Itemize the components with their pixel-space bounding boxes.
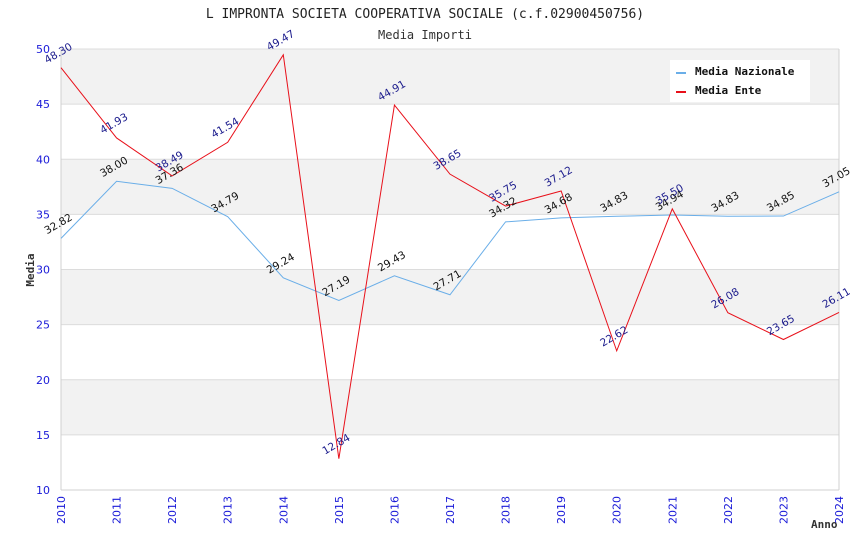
x-axis-label: Anno — [811, 518, 838, 531]
x-tick-label: 2013 — [222, 496, 235, 524]
legend-label-media-nazionale: Media Nazionale — [695, 65, 795, 78]
x-tick-label: 2010 — [55, 496, 68, 524]
x-tick-label: 2015 — [333, 496, 346, 524]
chart-title: L IMPRONTA SOCIETA COOPERATIVA SOCIALE (… — [206, 7, 644, 22]
y-tick-label: 45 — [36, 98, 50, 111]
x-tick-label: 2021 — [666, 496, 679, 524]
x-tick-label: 2014 — [277, 496, 290, 524]
y-ticks: 10 15 20 25 30 35 40 45 50 — [36, 43, 50, 497]
y-tick-label: 40 — [36, 153, 50, 166]
x-tick-label: 2012 — [166, 496, 179, 524]
y-tick-label: 35 — [36, 208, 50, 221]
grid-band — [61, 324, 839, 380]
grid-band — [61, 379, 839, 435]
x-tick-label: 2018 — [500, 496, 513, 524]
grid-band — [61, 104, 839, 160]
x-tick-label: 2019 — [555, 496, 568, 524]
legend-box — [670, 60, 810, 102]
grid-band — [61, 434, 839, 490]
x-tick-label: 2023 — [777, 496, 790, 524]
x-ticks: 2010 2011 2012 2013 2014 2015 2016 2017 2018 2019… — [55, 496, 846, 524]
x-tick-label: 2017 — [444, 496, 457, 524]
y-tick-label: 15 — [36, 429, 50, 442]
y-tick-label: 50 — [36, 43, 50, 56]
y-tick-label: 20 — [36, 374, 50, 387]
y-tick-label: 25 — [36, 319, 50, 332]
x-tick-label: 2024 — [833, 496, 846, 524]
y-axis-label: Media — [24, 253, 37, 286]
grid-band — [61, 159, 839, 215]
y-tick-label: 30 — [36, 264, 50, 277]
grid-band — [61, 214, 839, 270]
chart-subtitle: Media Importi — [378, 28, 472, 42]
series-group — [60, 53, 840, 459]
legend: Media Nazionale Media Ente — [670, 60, 810, 102]
x-tick-label: 2016 — [388, 496, 401, 524]
x-tick-label: 2011 — [111, 496, 124, 524]
y-tick-label: 10 — [36, 484, 50, 497]
x-tick-label: 2022 — [722, 496, 735, 524]
legend-label-media-ente: Media Ente — [695, 84, 762, 97]
x-tick-label: 2020 — [611, 496, 624, 524]
